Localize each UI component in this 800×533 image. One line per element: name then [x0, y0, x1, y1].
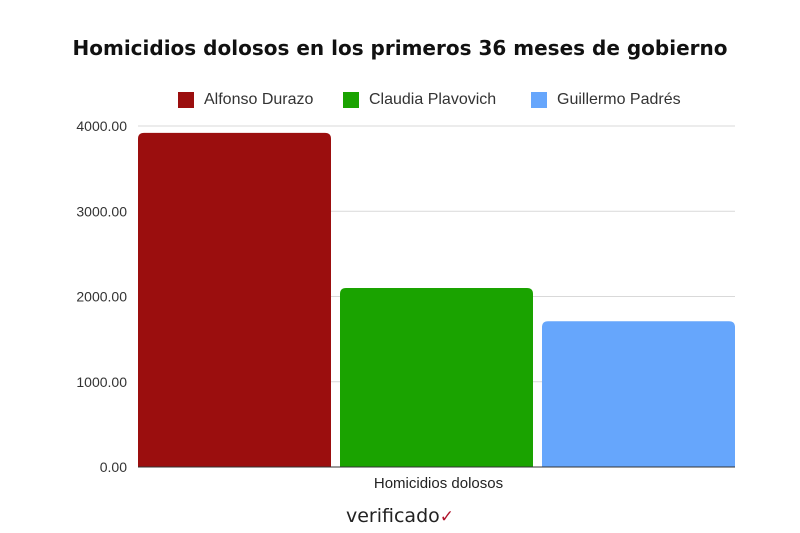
y-tick-label: 0.00: [100, 459, 127, 475]
legend-swatch-alfonso-durazo: [178, 92, 194, 108]
x-category-label: Homicidios dolosos: [374, 475, 503, 492]
check-mark-icon: ✓: [439, 507, 455, 527]
y-tick-label: 2000.00: [76, 289, 127, 305]
legend-label-claudia-plavovich: Claudia Plavovich: [369, 91, 497, 108]
legend-label-guillermo-padres: Guillermo Padrés: [557, 91, 681, 108]
y-tick-label: 3000.00: [76, 203, 127, 219]
legend-swatch-guillermo-padres: [531, 92, 547, 108]
y-tick-label: 4000.00: [76, 118, 127, 134]
legend-swatch-claudia-plavovich: [343, 92, 359, 108]
chart-title: Homicidios dolosos en los primeros 36 me…: [72, 36, 728, 60]
legend-item-guillermo-padres: Guillermo Padrés: [531, 91, 681, 109]
y-tick-label: 1000.00: [76, 374, 127, 390]
legend-item-claudia-plavovich: Claudia Plavovich: [343, 91, 496, 109]
bar-alfonso-durazo: [138, 132, 331, 467]
bar-guillermo-padr-s: [542, 321, 735, 467]
legend-label-alfonso-durazo: Alfonso Durazo: [204, 91, 314, 108]
legend-item-alfonso-durazo: Alfonso Durazo: [178, 91, 313, 109]
logo-text: verificado: [345, 505, 440, 527]
verificado-logo: verificado✓: [0, 505, 800, 527]
chart-legend: Alfonso Durazo Claudia Plavovich Guiller…: [0, 91, 800, 115]
bar-claudia-plavovich: [340, 287, 533, 467]
